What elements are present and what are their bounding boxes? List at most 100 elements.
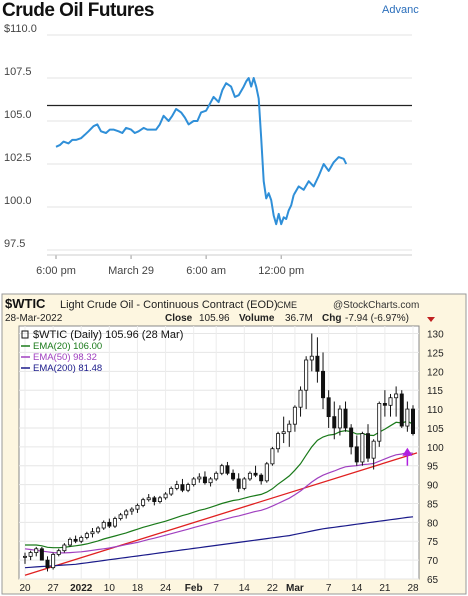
candle [135, 503, 140, 513]
candle [332, 401, 337, 440]
x-tick-label: 27 [48, 583, 60, 594]
candle [197, 473, 202, 483]
candle-body [371, 440, 376, 459]
y-tick-label: 105.0 [4, 109, 32, 121]
candle-body [309, 355, 314, 361]
candle [343, 401, 348, 432]
candle [129, 507, 134, 515]
legend-label: EMA(200) 81.48 [33, 363, 102, 374]
candle-body [157, 497, 162, 502]
ema20-line [25, 420, 414, 549]
candle-body [202, 476, 207, 484]
candle [371, 439, 376, 470]
candle-body [292, 406, 297, 425]
candle-body [191, 478, 196, 485]
price-line-series-1 [292, 156, 348, 196]
candle-body [214, 472, 219, 480]
candle [259, 473, 264, 485]
candle-body [73, 538, 78, 542]
candle [67, 537, 72, 547]
candle [276, 431, 281, 453]
candle [101, 520, 106, 530]
candle-body [315, 355, 320, 372]
candle [146, 494, 151, 502]
candle [202, 471, 207, 485]
candle [388, 393, 393, 417]
candle-body [231, 472, 236, 480]
candle [231, 469, 236, 481]
candle [45, 556, 50, 572]
candle-body [332, 416, 337, 429]
candle-body [152, 497, 157, 502]
candle [186, 482, 191, 493]
candle-body [67, 538, 72, 546]
change-value: -7.94 (-6.97%) [345, 313, 409, 324]
date-axis: 20 27 2022 10 18 24 Feb 7 14 22 Mar 7 14 21 28 [19, 583, 419, 594]
candle-body [146, 497, 151, 501]
candle-body [208, 478, 213, 484]
y-tick-label: 115 [427, 386, 443, 397]
candle [28, 550, 33, 561]
candle-body [101, 521, 106, 529]
x-tick-label: 10 [104, 583, 116, 594]
candle [264, 461, 269, 483]
y-tick-label: 120 [427, 367, 444, 378]
price-line-series-0 [55, 77, 295, 226]
x-tick-label: 14 [351, 583, 363, 594]
candle-body [186, 484, 191, 491]
candle [39, 546, 44, 561]
candle-body [22, 555, 27, 558]
candle [337, 405, 342, 436]
candle [292, 405, 297, 432]
candle-body [253, 472, 258, 476]
legend: $WTIC (Daily) 105.96 (28 Mar)EMA(20) 106… [21, 329, 183, 374]
ema200-line [24, 516, 414, 569]
y-tick-label: 65 [427, 575, 439, 586]
candle-body [405, 408, 410, 427]
ema50-line [24, 451, 414, 554]
candle-body [39, 548, 44, 561]
x-tick-label: 6:00 pm [36, 265, 76, 277]
exchange-label: CME [277, 300, 297, 310]
candle-body [180, 484, 185, 491]
candle [157, 495, 162, 504]
candle [73, 535, 78, 544]
x-tick-label: 7 [213, 583, 219, 594]
x-tick-label: 21 [379, 583, 391, 594]
candle [62, 543, 67, 553]
candle [112, 516, 117, 529]
candle [225, 461, 230, 476]
y-tick-label: 130 [427, 330, 444, 341]
candle [399, 390, 404, 428]
candle-body [219, 465, 224, 474]
stockcharts-watermark: @StockCharts.com [333, 300, 419, 311]
candle [90, 528, 95, 538]
contract-subtitle: Light Crude Oil - Continuous Contract (E… [60, 299, 278, 311]
candle [405, 401, 410, 432]
advanced-chart-link[interactable]: Advanc [382, 4, 419, 16]
candle [51, 552, 56, 570]
volume-label: Volume [239, 313, 275, 324]
chart-menu-icon[interactable] [427, 317, 435, 322]
y-tick-label: $110.0 [4, 23, 37, 35]
x-tick-label: 20 [19, 583, 31, 594]
candle-body [62, 544, 67, 552]
x-tick-label: Feb [185, 583, 203, 594]
moving-average-lines [24, 420, 418, 576]
candle-body [366, 433, 371, 459]
candle-body [225, 465, 230, 474]
candle [219, 463, 224, 476]
x-tick-label: 7 [326, 583, 332, 594]
candle-body [96, 527, 101, 533]
candle [84, 531, 89, 540]
x-tick-label: 2022 [70, 583, 93, 594]
price-axis: 65 70 75 80 85 90 95 100 105 110 115 120 125 130 [427, 330, 444, 586]
candle-body [163, 493, 168, 499]
candle-body [28, 552, 33, 557]
candle [382, 390, 387, 417]
intraday-line-chart: $110.0 107.5 105.0 102.5 100.0 97.5 6:00 pm Mar… [4, 23, 412, 277]
candle-body [394, 393, 399, 399]
candle [287, 420, 292, 447]
candle-body [304, 359, 309, 391]
y-tick-label: 90 [427, 481, 439, 492]
